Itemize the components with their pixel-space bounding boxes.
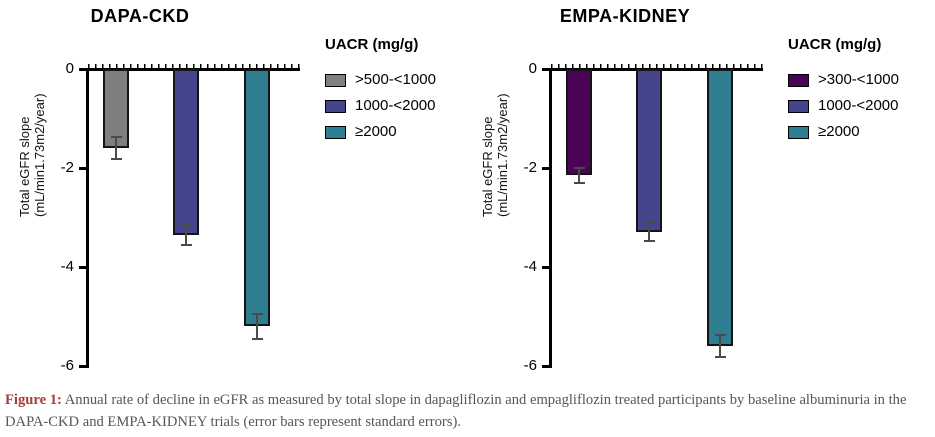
error-bar-line [256,314,258,339]
y-axis-line [86,68,89,368]
legend-swatch [325,73,346,87]
y-axis-tick [79,167,86,170]
legend-rows: >300-<1000 1000-<2000 ≥2000 [788,71,899,140]
y-axis-tick [542,167,549,170]
y-axis-tick-label: -6 [523,357,537,374]
y-axis-tick-label: 0 [65,60,74,77]
legend-swatch [788,99,809,113]
legend-swatch [325,125,346,139]
y-axis-tick-label: -2 [523,159,537,176]
x-axis-minor-ticks [551,64,763,68]
bar-1000-<2000 [636,69,662,233]
plot-area: 0 -2 -4 -6 [61,60,300,374]
error-bar-cap-top [180,223,192,226]
chart-empa-kidney: EMPA-KIDNEY Total eGFR slope (mL/min1.73… [480,6,899,374]
x-axis-minor-ticks [88,64,300,68]
chart-title: DAPA-CKD [90,6,190,26]
legend-title: UACR (mg/g) [788,36,882,53]
error-bar-cap-top [714,334,726,337]
chart-title: EMPA-KIDNEY [559,6,691,26]
legend-item: ≥2000 [325,123,436,140]
legend-swatch [788,125,809,139]
legend-swatch [788,73,809,87]
y-axis-tick-label: 0 [528,60,537,77]
error-bar-cap-bottom [110,158,122,161]
bar->300-<1000 [566,69,592,176]
legend-title: UACR (mg/g) [325,36,419,53]
error-bar-cap-bottom [643,240,655,243]
y-axis-tick [79,365,86,368]
legend-item: ≥2000 [788,123,899,140]
y-axis-tick [542,266,549,269]
legend-item-label: 1000-<2000 [355,97,436,114]
legend-item-label: ≥2000 [818,123,860,140]
legend-item: >500-<1000 [325,71,436,88]
legend-item-label: ≥2000 [355,123,397,140]
y-axis-tick-label: -4 [60,258,74,275]
bar-1000-<2000 [173,69,199,235]
bar-≥2000 [244,69,270,327]
y-axis-tick [79,266,86,269]
error-bar-cap-top [573,167,585,169]
error-bar-cap-bottom [573,181,585,184]
y-axis-line [549,68,552,368]
error-bar-line [578,168,580,183]
error-bar-line [648,223,650,242]
legend-swatch [325,99,346,113]
legend: UACR (mg/g) >300-<1000 1000-<2000 ≥2000 [788,36,899,151]
error-bar-cap-top [251,313,263,315]
legend-item-label: 1000-<2000 [818,97,899,114]
bar-≥2000 [707,69,733,347]
error-bar-cap-bottom [180,243,192,246]
y-axis-tick [79,68,86,71]
legend-item-label: >300-<1000 [818,71,899,88]
figure-caption-label: Figure 1: [5,392,62,408]
error-bar-cap-top [643,222,655,225]
error-bar-line [719,335,721,358]
y-axis-tick-label: -2 [60,159,74,176]
chart-dapa-ckd: DAPA-CKD Total eGFR slope (mL/min1.73m2/… [17,6,436,374]
error-bar-line [115,137,117,160]
legend-item: 1000-<2000 [325,97,436,114]
figure-caption-text: Annual rate of decline in eGFR as measur… [5,392,907,430]
y-axis-tick [542,365,549,368]
error-bar-cap-top [110,136,122,139]
legend-item-label: >500-<1000 [355,71,436,88]
y-axis-tick-label: -6 [60,357,74,374]
legend: UACR (mg/g) >500-<1000 1000-<2000 ≥2000 [325,36,436,151]
y-axis-tick [542,68,549,71]
plot-area: 0 -2 -4 -6 [524,60,763,374]
legend-rows: >500-<1000 1000-<2000 ≥2000 [325,71,436,140]
error-bar-line [185,224,187,245]
y-axis-tick-label: -4 [523,258,537,275]
legend-item: 1000-<2000 [788,97,899,114]
error-bar-cap-bottom [251,337,263,340]
legend-item: >300-<1000 [788,71,899,88]
figure-caption: Figure 1: Annual rate of decline in eGFR… [5,390,931,433]
error-bar-cap-bottom [714,356,726,359]
